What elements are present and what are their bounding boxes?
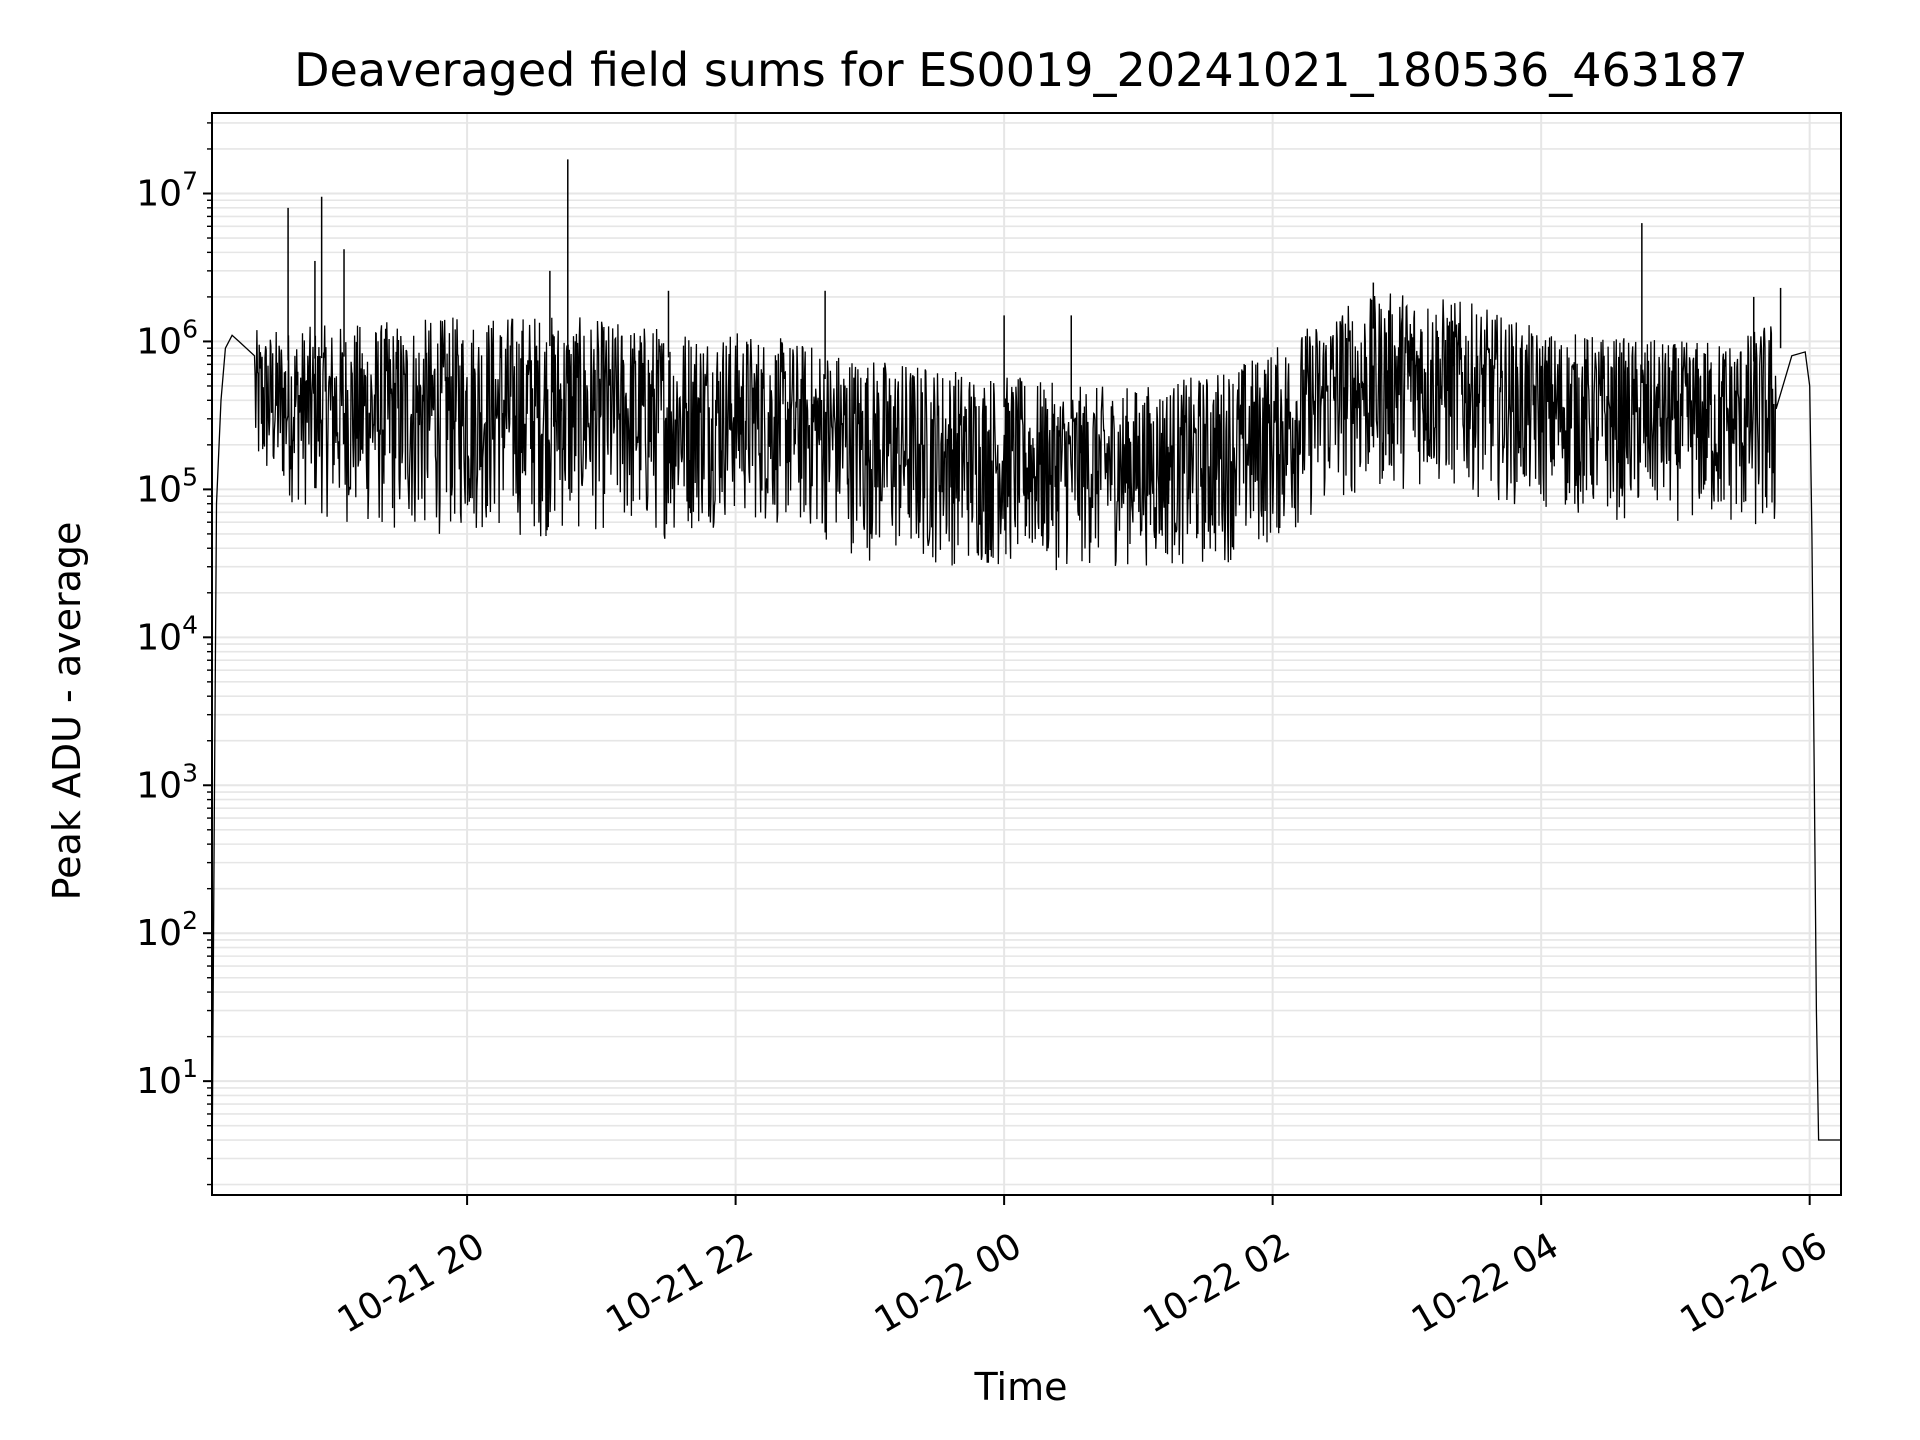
y-tick-exponent: 1 bbox=[182, 1054, 198, 1083]
data-layer bbox=[212, 159, 1841, 1185]
y-tick-exponent: 4 bbox=[182, 610, 198, 639]
y-tick-base: 10 bbox=[136, 469, 182, 510]
grid-layer bbox=[212, 113, 1841, 1195]
x-axis-label: Time bbox=[974, 1365, 1068, 1409]
chart-title: Deaveraged field sums for ES0019_2024102… bbox=[294, 43, 1748, 97]
y-tick-exponent: 7 bbox=[182, 166, 198, 195]
y-tick-label: 106 bbox=[136, 314, 198, 362]
plot-frame bbox=[211, 112, 1842, 1196]
y-tick-label: 105 bbox=[136, 462, 198, 510]
y-tick-base: 10 bbox=[136, 173, 182, 214]
y-tick-exponent: 6 bbox=[182, 314, 198, 343]
series-line bbox=[212, 293, 1841, 1185]
y-tick-label: 101 bbox=[136, 1054, 198, 1102]
y-tick-exponent: 5 bbox=[182, 462, 198, 491]
y-tick-exponent: 3 bbox=[182, 758, 198, 787]
y-tick-base: 10 bbox=[136, 617, 182, 658]
y-tick-base: 10 bbox=[136, 913, 182, 954]
y-tick-label: 104 bbox=[136, 610, 198, 658]
y-tick-exponent: 2 bbox=[182, 906, 198, 935]
y-tick-base: 10 bbox=[136, 1061, 182, 1102]
y-tick-base: 10 bbox=[136, 765, 182, 806]
y-tick-label: 103 bbox=[136, 758, 198, 806]
y-tick-label: 107 bbox=[136, 166, 198, 214]
y-tick-base: 10 bbox=[136, 321, 182, 362]
y-axis-label: Peak ADU - average bbox=[45, 522, 89, 901]
y-tick-label: 102 bbox=[136, 906, 198, 954]
